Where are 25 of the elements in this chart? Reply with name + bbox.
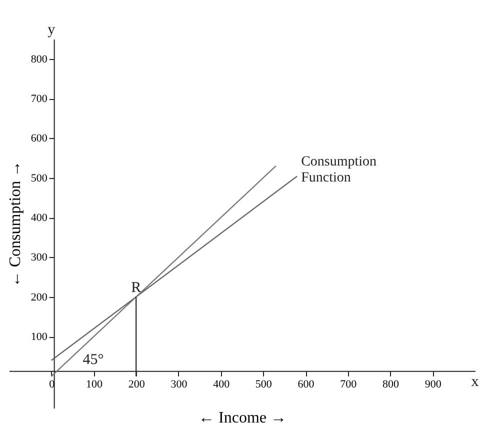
- x-tick-label: 900: [424, 378, 442, 390]
- x-axis-title: ← Income →: [198, 409, 286, 426]
- y-tick-label: 400: [30, 212, 48, 224]
- y-tick-label: 700: [30, 93, 48, 106]
- y-tick-label: 800: [30, 53, 48, 66]
- x-tick-label: 100: [86, 378, 103, 390]
- y-axis-title: ← Consumption →: [6, 160, 24, 288]
- series-label: Consumption Function: [301, 154, 377, 186]
- x-tick-label: 500: [255, 378, 272, 390]
- y-tick-label: 600: [30, 132, 48, 145]
- y-tick-label: 100: [30, 331, 48, 344]
- x-tick-label: 700: [340, 378, 358, 390]
- x-tick-label: 300: [170, 378, 188, 390]
- x-tick-label: 400: [213, 378, 230, 390]
- y-tick-label: 200: [30, 291, 48, 304]
- y-tick-label: 500: [30, 172, 48, 184]
- x-tick-label: 200: [128, 378, 146, 390]
- x-tick-label: 0: [49, 378, 56, 390]
- y-tick-label: 300: [30, 252, 48, 264]
- annotation: R: [131, 280, 142, 296]
- text: y: [48, 22, 56, 38]
- x-tick-label: 600: [298, 378, 315, 390]
- annotation: 45°: [82, 352, 104, 368]
- x-tick-label: 800: [382, 378, 400, 390]
- annotation: x: [471, 374, 480, 390]
